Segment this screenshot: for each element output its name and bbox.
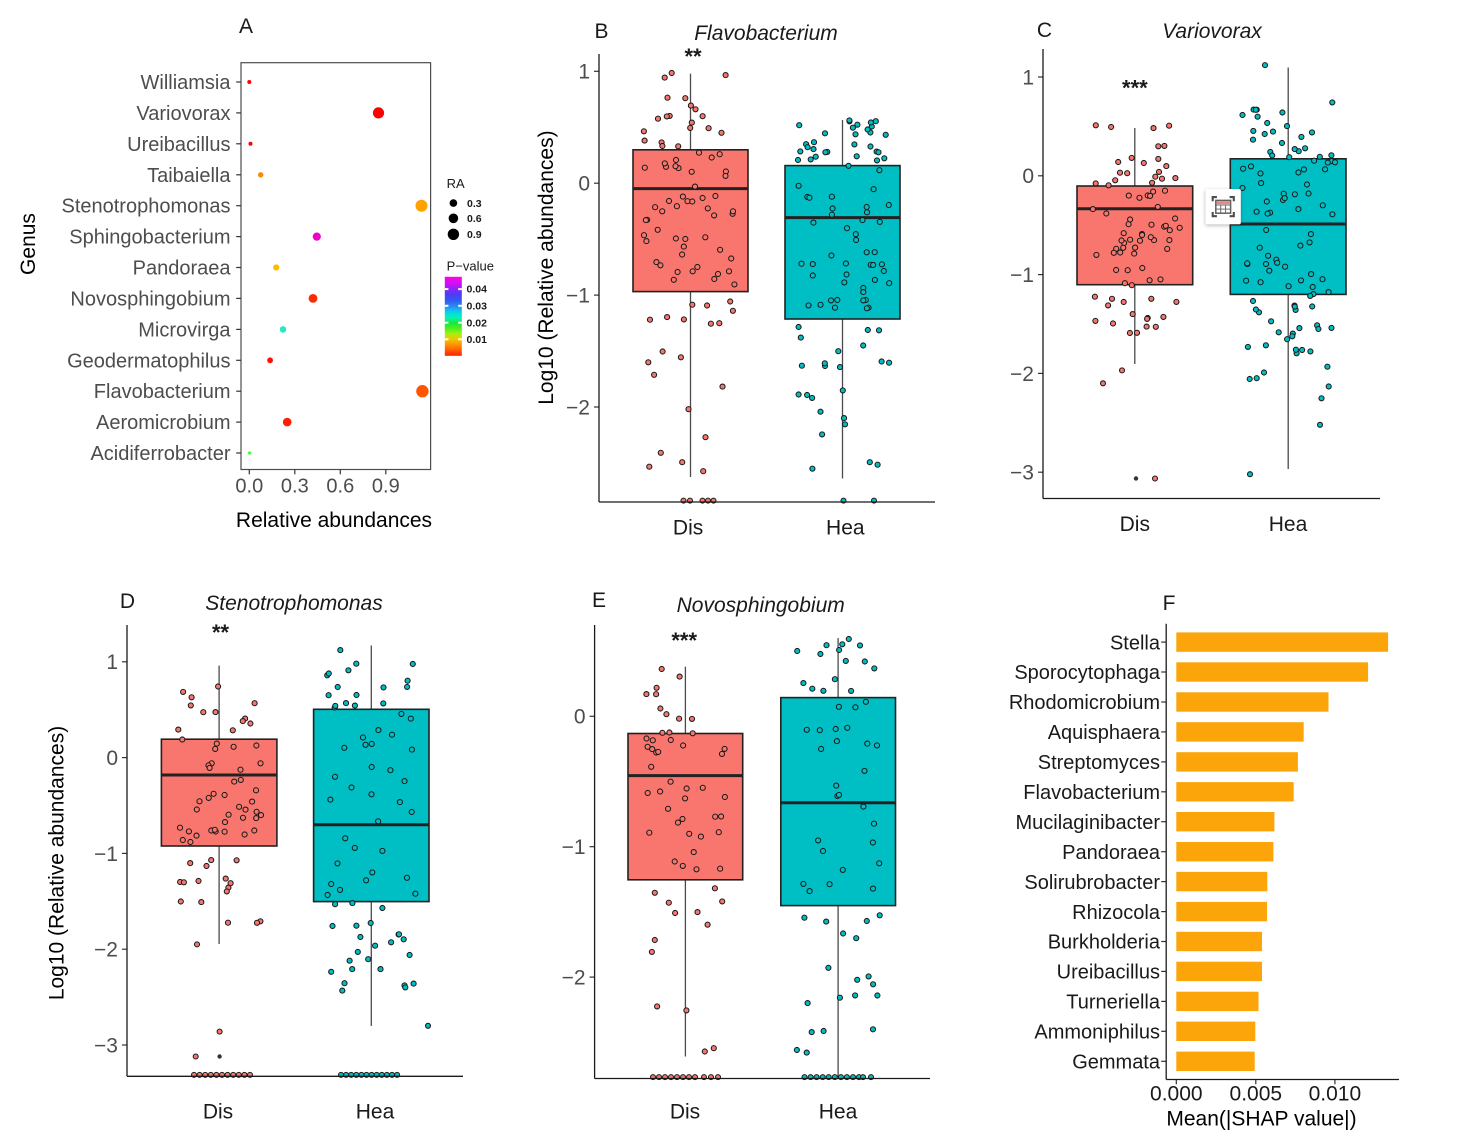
svg-text:Variovorax: Variovorax [136,103,230,125]
svg-text:RA: RA [447,176,465,191]
svg-text:0.000: 0.000 [1150,1083,1203,1106]
svg-text:B: B [594,20,608,43]
svg-text:0.0: 0.0 [235,476,263,498]
svg-text:Aeromicrobium: Aeromicrobium [96,412,230,434]
svg-text:Taibaiella: Taibaiella [147,165,231,187]
svg-text:0: 0 [106,747,118,770]
svg-text:0.04: 0.04 [467,284,488,296]
svg-text:0.6: 0.6 [467,213,482,225]
svg-text:−3: −3 [1010,462,1034,485]
svg-text:Aquisphaera: Aquisphaera [1048,722,1161,744]
svg-text:0: 0 [578,173,590,196]
svg-text:1: 1 [106,651,118,674]
svg-text:Flavobacterium: Flavobacterium [94,381,231,403]
svg-text:Flavobacterium: Flavobacterium [694,22,838,45]
svg-text:Stella: Stella [1110,632,1161,654]
svg-text:Rhodomicrobium: Rhodomicrobium [1009,692,1160,714]
svg-text:Novosphingobium: Novosphingobium [70,288,230,310]
svg-text:Burkholderia: Burkholderia [1048,932,1161,954]
svg-text:Mean(|SHAP value|): Mean(|SHAP value|) [1166,1108,1356,1131]
svg-text:−2: −2 [562,967,586,990]
svg-text:Sphingobacterium: Sphingobacterium [69,227,230,249]
svg-text:Gemmata: Gemmata [1072,1052,1161,1074]
svg-text:Dis: Dis [1120,513,1150,536]
svg-text:Hea: Hea [826,517,865,540]
svg-text:Stenotrophomonas: Stenotrophomonas [61,196,230,218]
svg-text:***: *** [671,628,697,653]
svg-text:Williamsia: Williamsia [141,72,232,94]
svg-text:0.9: 0.9 [372,476,400,498]
svg-text:Variovorax: Variovorax [1162,20,1263,43]
svg-text:Dis: Dis [673,517,703,540]
svg-text:0: 0 [1022,165,1034,188]
svg-text:Novosphingobium: Novosphingobium [677,594,845,617]
svg-text:−2: −2 [94,939,118,962]
svg-text:Log10 (Relative abundances): Log10 (Relative abundances) [46,726,69,1000]
svg-text:**: ** [212,620,230,645]
svg-text:Dis: Dis [203,1101,233,1124]
svg-text:C: C [1037,19,1052,42]
svg-text:0.02: 0.02 [467,317,488,329]
svg-text:1: 1 [578,61,590,84]
svg-text:Flavobacterium: Flavobacterium [1023,782,1160,804]
svg-text:Pandoraea: Pandoraea [133,258,232,280]
svg-text:−1: −1 [562,836,586,859]
svg-text:F: F [1163,592,1176,615]
svg-text:Ammoniphilus: Ammoniphilus [1034,1022,1160,1044]
svg-text:**: ** [684,44,702,69]
svg-text:Microvirga: Microvirga [138,319,231,341]
svg-text:E: E [592,589,606,612]
svg-text:Ureibacillus: Ureibacillus [1057,962,1160,984]
svg-text:0.9: 0.9 [467,229,482,241]
svg-text:−3: −3 [94,1034,118,1057]
svg-text:Streptomyces: Streptomyces [1038,752,1160,774]
svg-text:D: D [120,590,135,613]
svg-text:Genus: Genus [17,213,40,275]
svg-text:1: 1 [1022,66,1034,89]
svg-text:Pandoraea: Pandoraea [1062,842,1161,864]
svg-text:0.005: 0.005 [1230,1083,1283,1106]
svg-text:0.6: 0.6 [326,476,354,498]
svg-text:−2: −2 [566,396,590,419]
svg-text:Geodermatophilus: Geodermatophilus [67,350,230,372]
svg-text:Mucilaginibacter: Mucilaginibacter [1015,812,1160,834]
svg-text:Stenotrophomonas: Stenotrophomonas [205,592,383,615]
svg-text:***: *** [1122,76,1148,101]
svg-text:0.03: 0.03 [467,300,488,312]
svg-text:Turneriella: Turneriella [1066,992,1161,1014]
svg-text:−1: −1 [94,843,118,866]
svg-text:Dis: Dis [670,1101,700,1124]
svg-text:Acidiferrobacter: Acidiferrobacter [90,443,230,465]
svg-text:Hea: Hea [356,1101,395,1124]
svg-text:0.010: 0.010 [1309,1083,1362,1106]
svg-text:Hea: Hea [819,1101,858,1124]
svg-text:Rhizocola: Rhizocola [1072,902,1161,924]
svg-text:0.3: 0.3 [281,476,309,498]
svg-text:0.3: 0.3 [467,198,482,210]
svg-text:−2: −2 [1010,363,1034,386]
svg-text:Solirubrobacter: Solirubrobacter [1024,872,1160,894]
svg-text:A: A [239,15,253,38]
svg-text:Sporocytophaga: Sporocytophaga [1014,662,1161,684]
svg-text:0: 0 [574,706,586,729]
svg-text:−1: −1 [1010,264,1034,287]
svg-text:Relative abundances: Relative abundances [236,509,432,532]
svg-text:−1: −1 [566,285,590,308]
svg-text:Hea: Hea [1269,513,1308,536]
svg-text:P−value: P−value [447,259,494,274]
svg-text:Log10 (Relative abundances): Log10 (Relative abundances) [535,130,558,404]
svg-text:0.01: 0.01 [467,334,488,346]
svg-text:Ureibacillus: Ureibacillus [127,134,230,156]
